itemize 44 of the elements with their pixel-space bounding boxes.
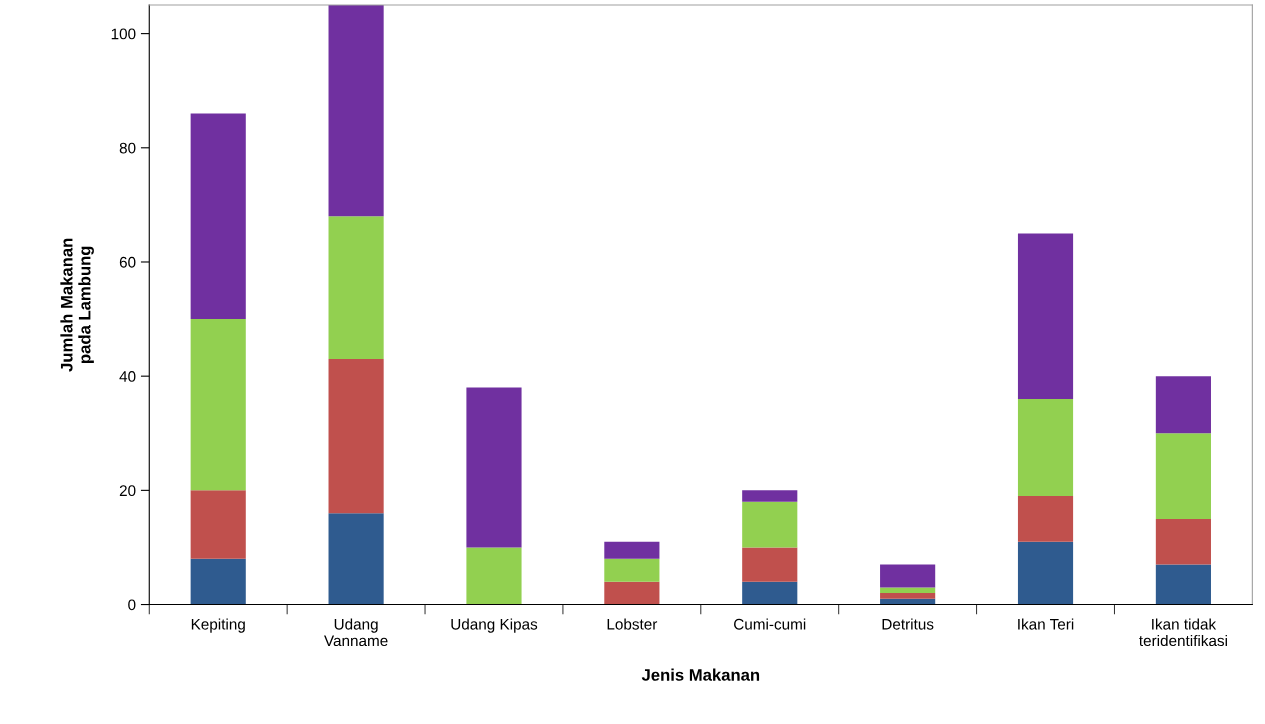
bar [742, 581, 798, 605]
bar [1017, 233, 1074, 400]
bar [604, 541, 660, 559]
bar [1155, 433, 1211, 519]
x-tick-label: Detritus [882, 618, 934, 630]
bar [742, 501, 798, 548]
bar [604, 581, 660, 605]
bar [1017, 496, 1074, 542]
bar [328, 5, 384, 217]
x-tick-label: Ikan tidak teridentifikasi [1139, 618, 1227, 647]
bar [880, 593, 936, 599]
x-axis-title: Jenis Makanan [641, 668, 760, 681]
bar [1017, 399, 1074, 497]
bar [190, 490, 246, 559]
bar [328, 359, 384, 514]
y-tick-label: 60 [119, 256, 136, 268]
bar [1017, 541, 1074, 605]
y-tick-label: 100 [111, 28, 136, 40]
bar [190, 558, 246, 605]
bar [880, 587, 936, 594]
bar [1155, 564, 1211, 605]
x-tick-label: Udang Vanname [324, 618, 388, 647]
bar [190, 113, 246, 320]
y-tick-label: 0 [128, 599, 136, 611]
bar [466, 547, 522, 605]
y-tick-label: 20 [119, 485, 136, 497]
x-tick-label: Lobster [607, 618, 658, 630]
y-tick-label: 80 [119, 142, 136, 154]
bar [1155, 518, 1211, 565]
x-tick-label: Cumi-cumi [734, 618, 806, 630]
bar [742, 490, 798, 502]
x-tick-label: Kepiting [191, 618, 245, 633]
bar [604, 558, 660, 582]
bar [328, 513, 384, 605]
bar [742, 547, 798, 582]
bar [328, 216, 384, 360]
y-axis-title: Jumlah Makanan pada Lambung [60, 238, 94, 372]
x-tick-label: Udang Kipas [451, 618, 538, 633]
y-tick-label: 40 [119, 371, 136, 382]
bar [466, 387, 522, 548]
bar [1155, 376, 1211, 434]
bar [880, 564, 936, 588]
x-tick-label: Ikan Teri [1018, 618, 1074, 630]
bar [190, 319, 246, 491]
